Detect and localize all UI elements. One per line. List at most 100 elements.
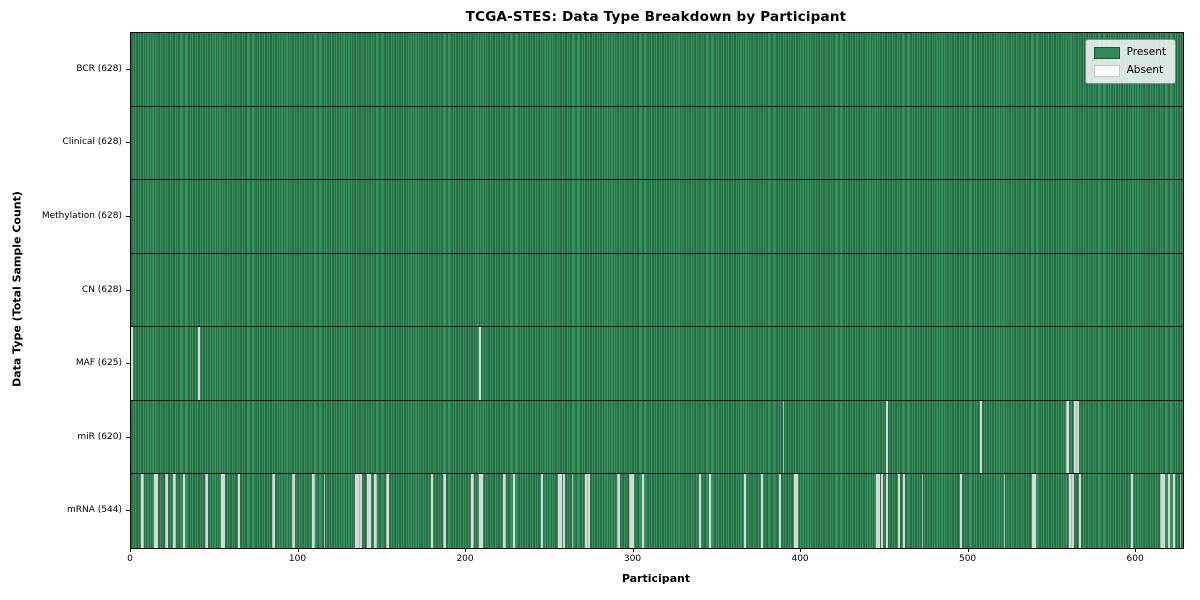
y-tick-label-mRNA: mRNA (544) [67,505,122,516]
absent-stripe [368,474,371,548]
absent-stripe [584,474,587,548]
absent-stripe [156,474,158,548]
absent-stripe [141,474,143,548]
absent-stripe [1069,474,1071,548]
absent-stripe [358,474,361,548]
absent-stripe [131,327,133,400]
absent-stripe [142,474,145,548]
absent-stripe [182,474,185,548]
y-tick-mark [126,68,130,70]
absent-stripe [1077,400,1080,474]
absent-stripe [563,474,565,548]
absent-stripe [1033,474,1036,548]
absent-stripe [311,474,314,548]
absent-stripe [1159,474,1162,548]
absent-stripe [471,474,473,548]
y-tick-label-Methylation: Methylation (628) [41,210,122,221]
legend-label: Absent [1126,64,1164,76]
plot-area: Present Absent [130,32,1184,549]
absent-stripe [1172,474,1175,548]
absent-stripe [472,474,475,548]
absent-stripe [504,474,507,548]
x-tick-label: 300 [623,554,642,564]
absent-stripe [618,474,621,548]
absent-stripe [367,474,369,548]
absent-stripe [903,474,905,548]
absent-stripe [479,474,482,548]
heatmap-row-miR [131,400,1183,475]
absent-stripe [898,474,900,548]
absent-stripe [1070,474,1073,548]
absent-stripe [291,474,294,548]
absent-stripe [355,474,358,548]
absent-stripe [541,474,544,548]
absent-stripe [616,474,619,548]
y-tick-label-CN: CN (628) [81,284,122,295]
absent-stripe [960,474,962,548]
x-tick-mark [130,548,131,552]
y-tick-mark [126,215,130,217]
heatmap-row-mRNA [131,474,1183,548]
absent-stripe [238,474,240,548]
absent-stripe [1161,474,1163,548]
legend-swatch-present-icon [1093,46,1120,59]
absent-stripe [559,474,562,548]
absent-stripe [313,474,316,548]
y-tick-label-BCR: BCR (628) [76,63,122,74]
absent-stripe [1003,474,1006,548]
absent-stripe [1072,474,1075,548]
absent-stripe [198,327,200,400]
absent-stripe [1179,474,1182,548]
x-tick-mark [800,548,802,552]
x-tick-label: 0 [127,554,133,564]
heatmap-row-Methylation [131,180,1183,254]
y-tick-mark [126,436,130,438]
absent-stripe [1075,400,1078,474]
legend-swatch-absent-icon [1093,64,1120,77]
absent-stripe [631,474,634,548]
absent-stripe [166,474,168,548]
x-tick-label: 400 [791,554,809,564]
y-tick-label-Clinical: Clinical (628) [62,137,122,148]
absent-stripe [628,474,631,548]
absent-stripe [154,474,157,548]
absent-stripe [385,474,388,548]
absent-stripe [588,474,590,548]
absent-stripe [782,400,785,474]
absent-stripe [373,474,376,548]
absent-stripe [164,474,167,548]
absent-stripe [886,474,889,548]
x-tick-mark [297,548,299,552]
absent-stripe [630,474,632,548]
absent-stripe [744,474,746,548]
absent-stripe [444,474,446,548]
y-tick-label-MAF: MAF (625) [75,358,122,369]
x-tick-mark [1135,548,1137,552]
absent-stripe [1167,474,1170,548]
absent-stripe [293,474,296,548]
absent-stripe [174,474,177,548]
absent-stripe [204,474,207,548]
absent-stripe [698,474,701,548]
absent-stripe [779,474,781,548]
y-tick-mark [126,510,130,512]
absent-stripe [921,474,924,548]
absent-stripe [881,474,884,548]
absent-stripe [273,474,276,548]
absent-stripe [1074,400,1076,474]
y-tick-mark [126,142,130,144]
absent-stripe [1162,474,1165,548]
x-axis-label: Participant [621,572,691,585]
absent-stripe [708,474,711,548]
absent-stripe [641,474,644,548]
legend: Present Absent [1084,39,1176,84]
absent-stripe [1067,400,1070,474]
heatmap-row-Clinical [131,106,1183,181]
absent-stripe [878,474,880,548]
absent-stripe [442,474,445,548]
legend-item-absent: Absent [1093,64,1166,77]
absent-stripe [430,474,433,548]
x-tick-label: 600 [1126,554,1144,564]
absent-stripe [886,400,889,474]
